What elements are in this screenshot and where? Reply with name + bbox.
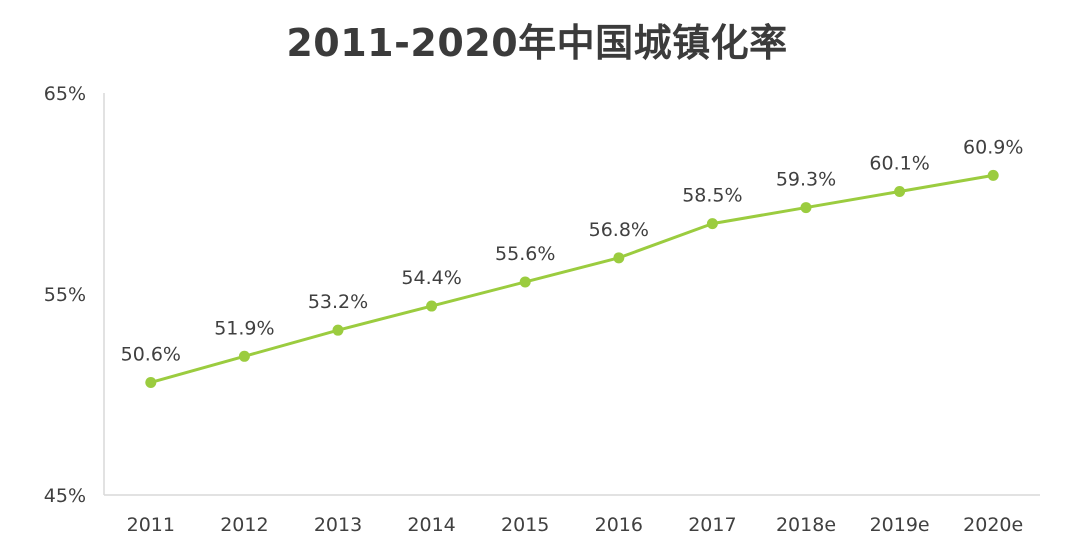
data-point <box>519 276 531 288</box>
axes: 45% 55% 65% 2011 2012 2013 2014 2015 2016 2017 201… <box>44 83 1040 536</box>
data-point <box>987 169 999 181</box>
data-label: 60.1% <box>869 152 929 174</box>
data-label: 51.9% <box>214 317 274 339</box>
data-label: 55.6% <box>495 243 555 265</box>
x-tick-label: 2015 <box>501 514 549 536</box>
data-point <box>800 202 812 214</box>
data-point <box>238 350 250 362</box>
data-label: 56.8% <box>589 219 649 241</box>
data-point <box>894 185 906 197</box>
data-label: 59.3% <box>776 169 836 191</box>
x-tick-label: 2014 <box>407 514 455 536</box>
chart-title: 2011-2020年中国城镇化率 <box>286 21 788 65</box>
data-points <box>145 169 999 388</box>
data-point <box>613 252 625 264</box>
data-labels: 50.6% 51.9% 53.2% 54.4% 55.6% 56.8% 58.5% 59.3%… <box>121 136 1024 365</box>
data-point <box>426 300 438 312</box>
data-point <box>332 324 344 336</box>
series-line <box>150 173 994 384</box>
x-tick-label: 2019e <box>870 514 930 536</box>
x-tick-label: 2013 <box>314 514 362 536</box>
x-tick-label: 2018e <box>776 514 836 536</box>
data-label: 60.9% <box>963 136 1023 158</box>
series-line-group <box>150 173 994 384</box>
data-label: 54.4% <box>401 267 461 289</box>
x-tick-label: 2011 <box>127 514 175 536</box>
data-point <box>145 376 157 388</box>
data-label: 50.6% <box>121 343 181 365</box>
data-label: 53.2% <box>308 291 368 313</box>
y-tick-label: 55% <box>44 284 86 306</box>
x-tick-label: 2020e <box>963 514 1023 536</box>
y-tick-label: 45% <box>44 485 86 507</box>
y-tick-label: 65% <box>44 83 86 105</box>
data-label: 58.5% <box>682 185 742 207</box>
x-tick-label: 2012 <box>220 514 268 536</box>
data-point <box>706 218 718 230</box>
x-tick-label: 2017 <box>688 514 736 536</box>
x-tick-label: 2016 <box>595 514 643 536</box>
